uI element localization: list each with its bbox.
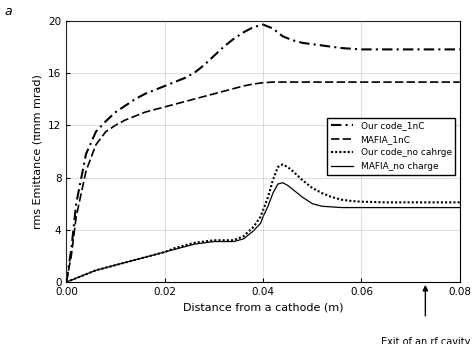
Legend: Our code_1nC, MAFIA_1nC, Our code_no cahrge, MAFIA_no charge: Our code_1nC, MAFIA_1nC, Our code_no cah…	[327, 118, 455, 174]
Text: a: a	[5, 5, 12, 18]
Y-axis label: rms Emittance (πmm mrad): rms Emittance (πmm mrad)	[33, 74, 43, 229]
Text: Exit of an rf cavity: Exit of an rf cavity	[381, 337, 470, 344]
X-axis label: Distance from a cathode (m): Distance from a cathode (m)	[183, 302, 343, 312]
